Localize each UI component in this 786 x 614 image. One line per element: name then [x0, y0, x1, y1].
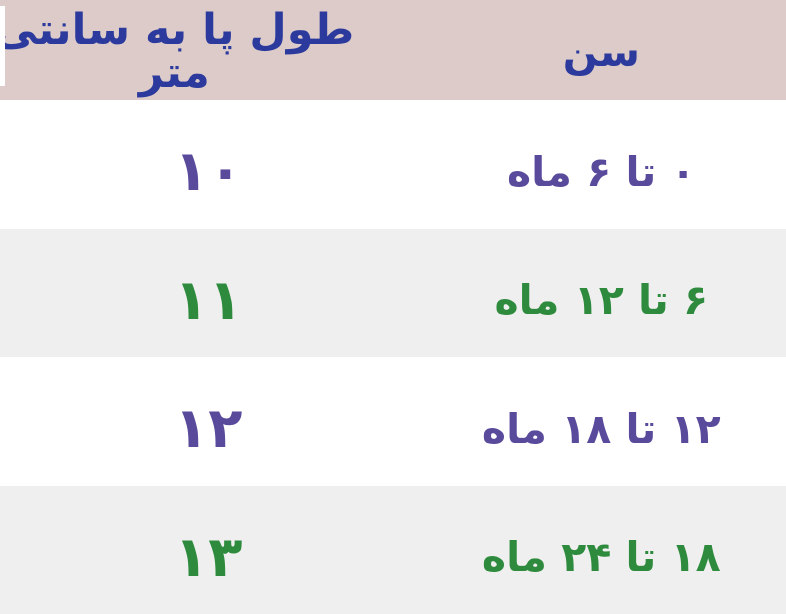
foot-length-cell: ۱۳ [174, 524, 243, 590]
age-cell: ۱۲ تا ۱۸ ماه [481, 404, 721, 453]
scan-edge-artifact [0, 6, 5, 86]
foot-length-cell: ۱۱ [174, 267, 243, 333]
table-row: ۱۲ تا ۱۸ ماه ۱۲ [0, 357, 786, 486]
header-age: سن [562, 27, 640, 76]
table-row: ۱۸ تا ۲۴ ماه ۱۳ [0, 485, 786, 614]
header-foot-length: طول پا به سانتی متر [0, 5, 355, 98]
age-cell: ۶ تا ۱۲ ماه [494, 276, 709, 325]
age-cell: ۰ تا ۶ ماه [506, 147, 696, 196]
table-row: ۰ تا ۶ ماه ۱۰ [0, 100, 786, 229]
age-cell: ۱۸ تا ۲۴ ماه [481, 533, 721, 582]
foot-length-cell: ۱۰ [174, 139, 243, 205]
table-body: ۰ تا ۶ ماه ۱۰ ۶ تا ۱۲ ماه ۱۱ ۱۲ تا ۱۸ ما… [0, 100, 786, 614]
foot-length-cell: ۱۲ [174, 396, 243, 462]
table-row: ۶ تا ۱۲ ماه ۱۱ [0, 228, 786, 357]
table-header-row: سن طول پا به سانتی متر [0, 0, 786, 100]
